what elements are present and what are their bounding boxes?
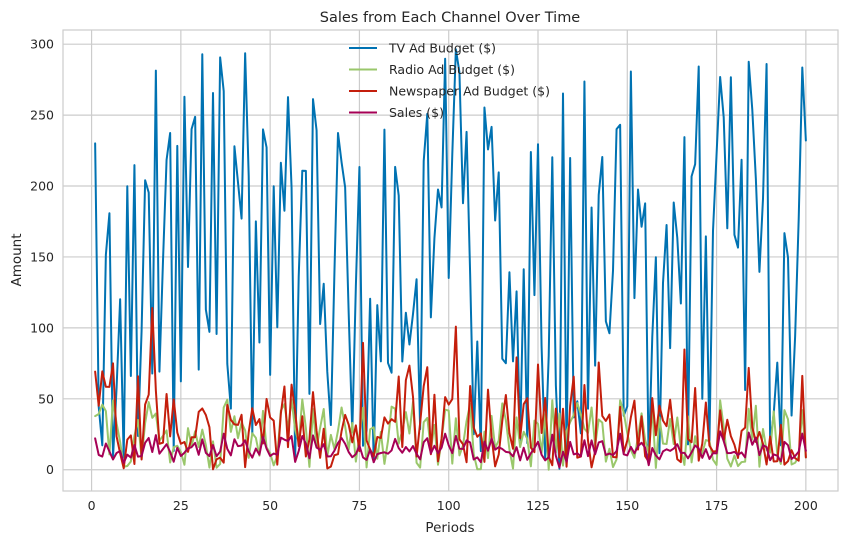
y-tick-label: 0 (46, 462, 54, 477)
legend-label-tv-ad-budget: TV Ad Budget ($) (388, 41, 496, 56)
y-tick-label: 100 (30, 320, 54, 335)
x-tick-label: 0 (88, 498, 96, 513)
y-tick-label: 300 (30, 37, 54, 52)
series-line-sales (94, 430, 807, 469)
series-line-newspaper-ad-budget (94, 307, 807, 471)
legend-label-newspaper-ad-budget: Newspaper Ad Budget ($) (389, 84, 550, 99)
y-tick-label: 150 (30, 249, 54, 264)
x-tick-labels: 0 25 50 75 100 125 150 175 200 (88, 498, 818, 513)
x-axis-label: Periods (425, 520, 474, 536)
series-line-tv-ad-budget (94, 48, 807, 470)
y-axis-label: Amount (9, 233, 25, 286)
x-tick-label: 25 (173, 498, 189, 513)
y-tick-label: 50 (38, 391, 54, 406)
x-tick-label: 150 (615, 498, 639, 513)
x-tick-label: 50 (262, 498, 278, 513)
x-tick-label: 75 (351, 498, 367, 513)
x-tick-label: 175 (705, 498, 729, 513)
legend: TV Ad Budget ($) Radio Ad Budget ($) Newsp… (349, 41, 550, 120)
legend-label-radio-ad-budget: Radio Ad Budget ($) (389, 62, 515, 77)
y-tick-label: 250 (30, 108, 54, 123)
x-tick-label: 100 (437, 498, 461, 513)
x-tick-label: 125 (526, 498, 550, 513)
x-tick-label: 200 (794, 498, 818, 513)
series-lines (94, 48, 807, 471)
y-tick-label: 200 (30, 179, 54, 194)
legend-label-sales: Sales ($) (389, 105, 444, 120)
y-tick-labels: 0 50 100 150 200 250 300 (30, 37, 54, 478)
chart-title: Sales from Each Channel Over Time (320, 10, 581, 26)
